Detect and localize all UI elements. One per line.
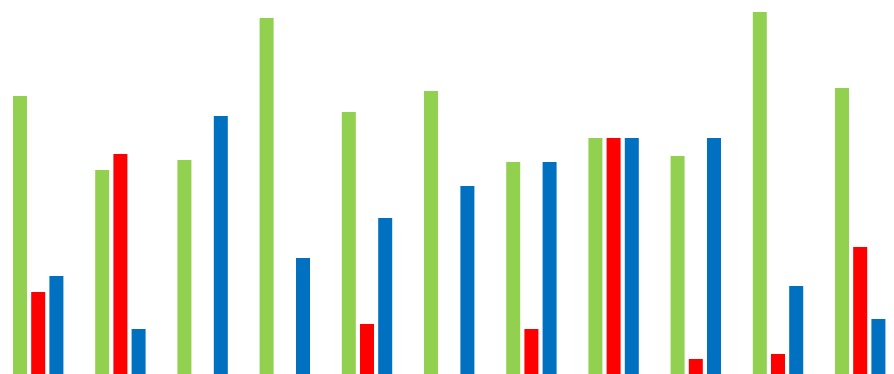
bar-group-7-series-2 <box>524 329 539 374</box>
bar-group-9-series-3 <box>707 138 721 374</box>
bar-group-8-series-1 <box>588 138 603 374</box>
bar-group-2-series-2 <box>113 154 128 374</box>
bar-group-11-series-1 <box>835 88 849 374</box>
bar-group-2-series-3 <box>131 329 146 374</box>
bar-group-5-series-2 <box>360 324 374 374</box>
bar-group-4-series-1 <box>259 18 274 374</box>
bar-group-10-series-1 <box>752 12 767 374</box>
bar-group-3-series-3 <box>213 116 228 374</box>
bar-group-11-series-3 <box>871 319 886 374</box>
bar-group-4-series-3 <box>296 258 310 374</box>
bar-group-8-series-3 <box>624 138 639 374</box>
bar-group-8-series-2 <box>606 138 621 374</box>
bar-group-6-series-1 <box>424 91 438 374</box>
bar-group-1-series-3 <box>49 276 64 374</box>
bar-group-7-series-1 <box>506 162 521 374</box>
bar-group-1-series-1 <box>13 96 27 374</box>
bar-group-7-series-3 <box>542 162 557 374</box>
bar-group-9-series-2 <box>688 359 703 374</box>
bar-group-10-series-2 <box>771 354 785 374</box>
bars-layer <box>13 12 886 374</box>
bar-group-3-series-1 <box>177 160 192 374</box>
bar-group-6-series-3 <box>460 186 475 374</box>
bar-group-9-series-1 <box>670 156 685 374</box>
bar-group-10-series-3 <box>789 286 804 374</box>
bar-group-5-series-3 <box>378 218 393 374</box>
bar-group-1-series-2 <box>31 292 46 374</box>
bar-group-11-series-2 <box>853 247 868 374</box>
bar-group-5-series-1 <box>341 112 356 374</box>
bar-group-2-series-1 <box>95 170 110 374</box>
